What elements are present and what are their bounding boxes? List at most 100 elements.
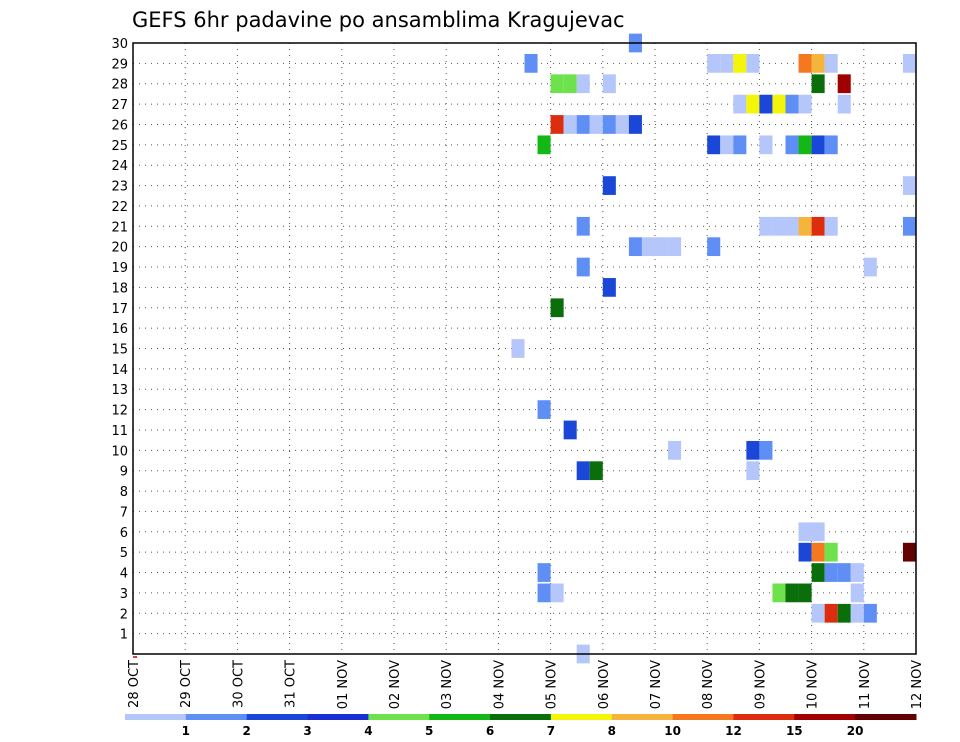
precip-cell bbox=[707, 53, 721, 73]
x-tick-label: 29 OCT bbox=[179, 660, 194, 708]
legend-label: 5 bbox=[425, 724, 433, 738]
precip-cell bbox=[511, 339, 525, 358]
precip-cell bbox=[902, 176, 916, 195]
y-tick-label: 6 bbox=[120, 526, 128, 541]
precip-cell bbox=[576, 257, 590, 277]
x-tick-label: 05 NOV bbox=[545, 660, 560, 709]
precip-cell bbox=[811, 74, 825, 94]
precip-cell bbox=[655, 237, 669, 257]
y-tick-label: 9 bbox=[120, 465, 128, 480]
precip-cell bbox=[537, 583, 551, 603]
precip-cell bbox=[798, 94, 812, 114]
chart-title: GEFS 6hr padavine po ansamblima Kragujev… bbox=[132, 8, 625, 32]
y-tick-label: 4 bbox=[120, 567, 128, 582]
precip-cell bbox=[837, 563, 851, 582]
precip-cell bbox=[668, 237, 682, 257]
precip-cell bbox=[602, 115, 616, 134]
precip-cell bbox=[785, 583, 799, 603]
y-tick-label: 19 bbox=[111, 261, 128, 276]
color-legend: 1 2 3 4 5 6 7 8 10 12 15 20 bbox=[125, 714, 917, 738]
precip-cell bbox=[576, 115, 590, 134]
x-tick-label: 04 NOV bbox=[492, 660, 507, 709]
legend-label: 1 bbox=[182, 724, 190, 738]
precip-cell bbox=[824, 563, 838, 582]
legend-label: 6 bbox=[486, 724, 494, 738]
y-tick-label: 22 bbox=[111, 200, 128, 215]
x-tick-label: 08 NOV bbox=[701, 660, 716, 709]
y-tick-label: 12 bbox=[111, 404, 128, 419]
y-tick-label: 30 bbox=[111, 37, 128, 52]
y-tick-label: 28 bbox=[111, 78, 128, 93]
precip-cell bbox=[524, 53, 538, 73]
precip-cell bbox=[798, 542, 812, 562]
precip-cell bbox=[902, 542, 916, 562]
legend-label: 15 bbox=[786, 724, 803, 738]
y-tick-label: 24 bbox=[111, 159, 128, 174]
precip-cell bbox=[785, 135, 799, 155]
precip-cell bbox=[811, 53, 825, 73]
precip-cell bbox=[563, 420, 577, 440]
precip-cell bbox=[537, 400, 551, 419]
y-tick-label: 5 bbox=[120, 546, 128, 561]
precip-cell bbox=[759, 94, 773, 114]
y-tick-label: 2 bbox=[120, 607, 128, 622]
legend-label: 2 bbox=[243, 724, 251, 738]
y-tick-label: 20 bbox=[111, 241, 128, 256]
y-tick-label: 7 bbox=[120, 505, 128, 520]
precip-cell bbox=[811, 522, 825, 542]
plot-frame bbox=[132, 42, 917, 655]
precip-cell bbox=[602, 74, 616, 94]
legend-swatch bbox=[611, 714, 674, 720]
y-tick-label: 18 bbox=[111, 281, 128, 296]
x-tick-label: 01 NOV bbox=[336, 660, 351, 709]
precip-cell bbox=[798, 135, 812, 155]
precip-cell bbox=[550, 298, 564, 318]
precip-cell bbox=[772, 583, 786, 603]
precip-cell bbox=[863, 603, 877, 623]
precip-cell bbox=[798, 522, 812, 542]
y-tick-label: 27 bbox=[111, 98, 128, 113]
precip-cell bbox=[902, 53, 916, 73]
legend-swatch bbox=[307, 714, 369, 720]
precip-cell bbox=[615, 115, 629, 134]
precip-cell bbox=[811, 603, 825, 623]
y-tick-label: 8 bbox=[120, 485, 128, 500]
precip-cell bbox=[850, 603, 864, 623]
precip-cell bbox=[759, 135, 773, 155]
precip-cell bbox=[785, 94, 799, 114]
precip-cell bbox=[563, 74, 577, 94]
precip-cell bbox=[707, 135, 721, 155]
precip-cell bbox=[863, 257, 877, 277]
precip-cell bbox=[576, 74, 590, 94]
precip-cell bbox=[824, 135, 838, 155]
precip-cell bbox=[850, 563, 864, 582]
precip-cell bbox=[576, 461, 590, 481]
legend-swatch bbox=[490, 714, 552, 720]
legend-label: 4 bbox=[364, 724, 372, 738]
precip-cell bbox=[902, 216, 916, 236]
precip-cell bbox=[759, 216, 773, 236]
y-tick-label: 11 bbox=[111, 424, 128, 439]
precip-cell bbox=[772, 216, 786, 236]
precip-cell bbox=[589, 115, 603, 134]
y-tick-label: 10 bbox=[111, 444, 128, 459]
precip-cell bbox=[746, 53, 760, 73]
legend-swatch bbox=[794, 714, 856, 720]
precip-cell bbox=[811, 216, 825, 236]
y-tick-label: 23 bbox=[111, 180, 128, 195]
precip-cell bbox=[772, 94, 786, 114]
precip-cell bbox=[628, 237, 642, 257]
precip-cell bbox=[602, 278, 616, 297]
x-tick-label: 12 NOV bbox=[910, 660, 925, 709]
legend-swatch bbox=[855, 714, 917, 720]
precip-cell bbox=[537, 563, 551, 582]
precip-cell bbox=[720, 135, 734, 155]
y-tick-label: 14 bbox=[111, 363, 128, 378]
y-tick-label: 15 bbox=[111, 343, 128, 358]
y-tick-label: 26 bbox=[111, 118, 128, 133]
x-tick-label: 06 NOV bbox=[597, 660, 612, 709]
y-tick-label: 29 bbox=[111, 57, 128, 72]
x-tick-label: 31 OCT bbox=[284, 660, 299, 708]
y-tick-label: 17 bbox=[111, 302, 128, 317]
legend-label: 12 bbox=[725, 724, 742, 738]
